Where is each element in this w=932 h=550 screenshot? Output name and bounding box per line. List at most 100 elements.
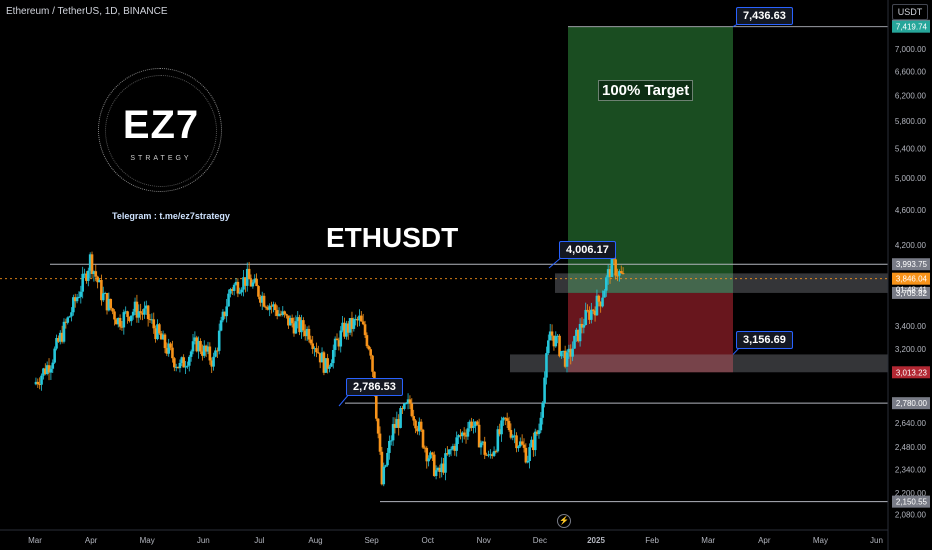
x-tick-label: Sep	[364, 536, 379, 545]
price-label: 2,780.00	[896, 399, 928, 408]
candle-body	[238, 292, 242, 294]
candle-body	[582, 324, 586, 328]
candle-body	[240, 289, 243, 293]
candle-body	[273, 304, 277, 311]
candle-body	[165, 348, 169, 354]
candle-body	[558, 335, 561, 357]
candle-body	[49, 368, 53, 373]
candle-body	[604, 277, 608, 291]
candle-body	[457, 435, 460, 438]
candle-body	[328, 366, 331, 369]
candle-body	[131, 311, 135, 316]
candle-body	[412, 416, 415, 421]
candle-body	[230, 289, 234, 291]
candle-body	[68, 316, 71, 318]
candle-body	[163, 334, 167, 349]
y-tick-label: 3,400.00	[895, 322, 927, 331]
candle-body	[505, 418, 509, 421]
candle-body	[567, 348, 571, 353]
candle-body	[339, 330, 343, 347]
candle-body	[217, 330, 221, 351]
callout-target-top: 7,436.63	[736, 7, 793, 25]
candle-body	[425, 447, 429, 462]
candle-body	[530, 439, 533, 448]
candle-body	[88, 254, 92, 271]
candle-body	[122, 312, 126, 328]
candle-body	[504, 417, 507, 419]
x-tick-label: Apr	[85, 536, 98, 545]
candle-body	[300, 320, 303, 333]
candle-body	[178, 363, 182, 369]
candle-body	[103, 293, 107, 295]
x-tick-label: Jun	[870, 536, 883, 545]
candle-body	[303, 330, 307, 337]
x-tick-label: Mar	[28, 536, 42, 545]
candle-body	[586, 309, 589, 311]
candle-body	[371, 355, 374, 372]
candle-body	[406, 399, 410, 404]
candle-body	[408, 399, 412, 404]
candle-body	[317, 352, 320, 354]
y-tick-label: 4,600.00	[895, 206, 927, 215]
candle-body	[438, 467, 442, 472]
candle-body	[227, 293, 230, 307]
candle-body	[494, 451, 498, 453]
candle-body	[158, 324, 161, 334]
candle-body	[169, 343, 172, 348]
candle-body	[244, 277, 247, 286]
candle-body	[384, 465, 387, 467]
candle-body	[545, 353, 548, 378]
candle-body	[346, 323, 350, 333]
candle-body	[432, 454, 436, 476]
candle-body	[216, 350, 219, 352]
candle-body	[446, 453, 449, 455]
candle-body	[569, 348, 573, 357]
candle-body	[262, 295, 266, 307]
lightning-icon[interactable]: ⚡	[557, 514, 571, 528]
candle-body	[565, 352, 569, 367]
candle-body	[393, 424, 397, 428]
candle-body	[79, 291, 83, 297]
candle-body	[517, 446, 520, 449]
candle-body	[414, 420, 417, 429]
candle-body	[608, 269, 612, 277]
candle-body	[614, 259, 617, 276]
y-tick-label: 6,600.00	[895, 68, 927, 77]
candle-body	[264, 306, 268, 308]
candle-body	[417, 421, 421, 432]
x-tick-label: Jun	[197, 536, 210, 545]
candle-body	[139, 311, 142, 313]
candle-body	[621, 273, 625, 275]
candle-body	[537, 430, 541, 435]
candle-body	[360, 315, 363, 322]
logo-text: EZ7	[122, 103, 200, 147]
candle-body	[62, 321, 66, 342]
candle-body	[518, 441, 522, 447]
candle-body	[64, 321, 68, 323]
candle-body	[462, 432, 466, 436]
currency-button[interactable]: USDT	[892, 4, 928, 20]
symbol-title: Ethereum / TetherUS, 1D, BINANCE	[6, 6, 168, 17]
candle-body	[363, 324, 367, 336]
candle-body	[307, 328, 311, 340]
x-tick-label: Apr	[758, 536, 771, 545]
candle-body	[275, 310, 279, 316]
candle-body	[193, 337, 197, 342]
telegram-link[interactable]: Telegram : t.me/ez7strategy	[112, 211, 230, 221]
candle-body	[75, 297, 79, 302]
candle-body	[146, 305, 150, 320]
candle-body	[483, 441, 487, 455]
candle-body	[251, 282, 255, 287]
candle-body	[356, 318, 359, 321]
candle-body	[444, 453, 447, 473]
candle-body	[475, 421, 479, 425]
candle-body	[148, 319, 152, 321]
candle-body	[116, 317, 120, 325]
candle-body	[290, 317, 294, 324]
candle-body	[298, 317, 301, 333]
candle-body	[130, 315, 133, 322]
candle-body	[455, 437, 458, 451]
candle-body	[376, 418, 380, 434]
candle-body	[580, 323, 584, 328]
